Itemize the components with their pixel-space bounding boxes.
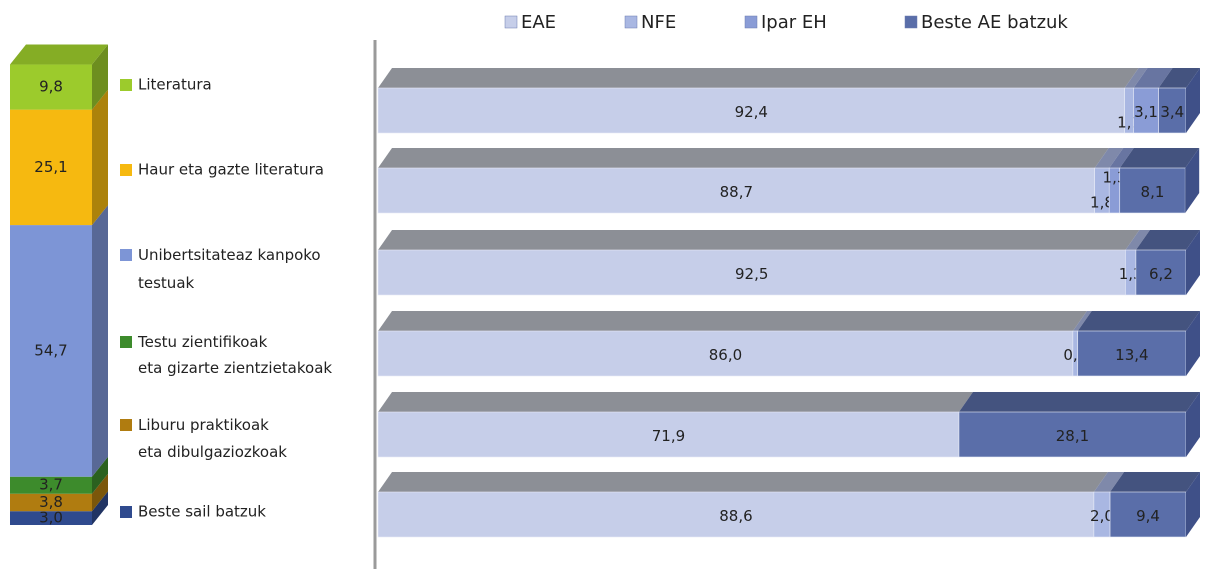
bar-end xyxy=(1186,311,1200,376)
column-value-label: 25,1 xyxy=(34,158,67,176)
bar-value-label: 13,4 xyxy=(1115,346,1148,364)
bar-end xyxy=(1186,68,1200,133)
bar-value-label: 6,2 xyxy=(1149,265,1173,283)
bar-segment xyxy=(958,411,1187,458)
bar-top xyxy=(378,148,1109,168)
column-side xyxy=(92,473,108,512)
legend-swatch xyxy=(120,419,132,431)
column-segment xyxy=(10,511,92,525)
bar-value-label: 71,9 xyxy=(652,427,685,445)
legend-label: Unibertsitateaz kanpoko testuak xyxy=(138,246,321,292)
bar-top xyxy=(1109,148,1134,168)
bar-value-label: 3,4 xyxy=(1160,103,1184,121)
legend-swatch xyxy=(624,15,638,29)
legend-swatch xyxy=(904,15,918,29)
legend-label: Liburu praktikoak eta dibulgaziozkoak xyxy=(138,416,287,461)
column-segment xyxy=(10,225,92,477)
column-side xyxy=(92,205,108,477)
bar-top xyxy=(378,230,1140,250)
legend-label: Literatura xyxy=(138,76,212,94)
legend-label: Beste sail batzuk xyxy=(138,503,266,521)
column-value-label: 3,0 xyxy=(39,509,63,527)
bar-top xyxy=(1094,148,1124,168)
bar-top xyxy=(1124,68,1148,88)
bar-top xyxy=(378,311,1087,331)
bar-top xyxy=(1158,68,1200,88)
column-value-label: 54,7 xyxy=(34,341,67,359)
column-segment xyxy=(10,476,92,494)
legend-swatch xyxy=(120,79,132,91)
bar-value-label: 1,8 xyxy=(1090,194,1114,212)
bar-segment xyxy=(1109,491,1187,538)
bar-segment xyxy=(377,249,1126,296)
bar-segment xyxy=(1119,167,1186,214)
bar-top xyxy=(1119,148,1200,168)
legend-line: testuak xyxy=(138,274,195,292)
bar-value-label: 86,0 xyxy=(709,346,742,364)
bar-value-label: 92,4 xyxy=(735,103,768,121)
legend-swatch xyxy=(120,249,132,261)
bar-top xyxy=(1072,311,1092,331)
bar-end xyxy=(1186,230,1200,295)
bar-top xyxy=(1125,230,1150,250)
legend-line: Unibertsitateaz kanpoko xyxy=(138,246,321,264)
legend-swatch xyxy=(744,15,758,29)
bar-end xyxy=(1185,148,1200,213)
legend-label: Ipar EH xyxy=(761,12,827,33)
legend-label: Beste AE batzuk xyxy=(921,12,1068,33)
legend-line: eta dibulgaziozkoak xyxy=(138,443,287,461)
bar-value-label: 28,1 xyxy=(1056,427,1089,445)
legend-swatch xyxy=(504,15,518,29)
bar-end xyxy=(1186,392,1200,457)
bar-segment xyxy=(1133,87,1159,134)
legend-line: Liburu praktikoak xyxy=(138,416,269,434)
bar-segment xyxy=(1135,249,1187,296)
bar-value-label: 3,1 xyxy=(1134,103,1158,121)
bar-segment xyxy=(1158,87,1187,134)
legend-label: EAE xyxy=(521,12,556,33)
legend-label: Testu zientifikoak eta gizarte zientzieta… xyxy=(137,333,332,377)
bar-top xyxy=(378,472,1108,492)
column-value-label: 9,8 xyxy=(39,78,63,96)
bar-top xyxy=(958,392,1200,412)
legend-line: Testu zientifikoak xyxy=(137,333,268,351)
column-value-label: 3,7 xyxy=(39,476,63,494)
bar-top xyxy=(378,392,973,412)
column-segment xyxy=(10,64,92,110)
bar-end xyxy=(1186,472,1200,537)
legend-label: NFE xyxy=(641,12,676,33)
column-side xyxy=(92,456,108,494)
column-value-label: 3,8 xyxy=(39,493,63,511)
column-side xyxy=(92,89,108,226)
bar-segment xyxy=(377,411,960,458)
bar-top xyxy=(1093,472,1125,492)
bar-top xyxy=(378,68,1139,88)
bar-value-label: 88,6 xyxy=(719,507,752,525)
column-side xyxy=(92,44,108,110)
column-segment xyxy=(10,493,92,512)
bar-value-label: 92,5 xyxy=(735,265,768,283)
bar-segment xyxy=(377,167,1095,214)
legend-label: Haur eta gazte literatura xyxy=(138,161,324,179)
legend-swatch xyxy=(120,164,132,176)
column-top xyxy=(10,44,108,65)
bar-segment xyxy=(1077,330,1187,377)
bar-top xyxy=(1133,68,1173,88)
bar-segment xyxy=(377,491,1095,538)
legend-swatch xyxy=(120,336,132,348)
bar-top xyxy=(1135,230,1200,250)
bar-top xyxy=(1110,472,1200,492)
bar-segment xyxy=(377,87,1125,134)
bar-value-label: 2,0 xyxy=(1090,507,1114,525)
bar-value-label: 9,4 xyxy=(1136,507,1160,525)
bar-value-label: 8,1 xyxy=(1141,183,1165,201)
bar-value-label: 88,7 xyxy=(720,183,753,201)
bar-segment xyxy=(377,330,1074,377)
legend-line: eta gizarte zientzietakoak xyxy=(138,359,332,377)
bar-top xyxy=(1077,311,1200,331)
legend-swatch xyxy=(120,506,132,518)
column-side xyxy=(92,491,108,525)
column-segment xyxy=(10,109,92,226)
